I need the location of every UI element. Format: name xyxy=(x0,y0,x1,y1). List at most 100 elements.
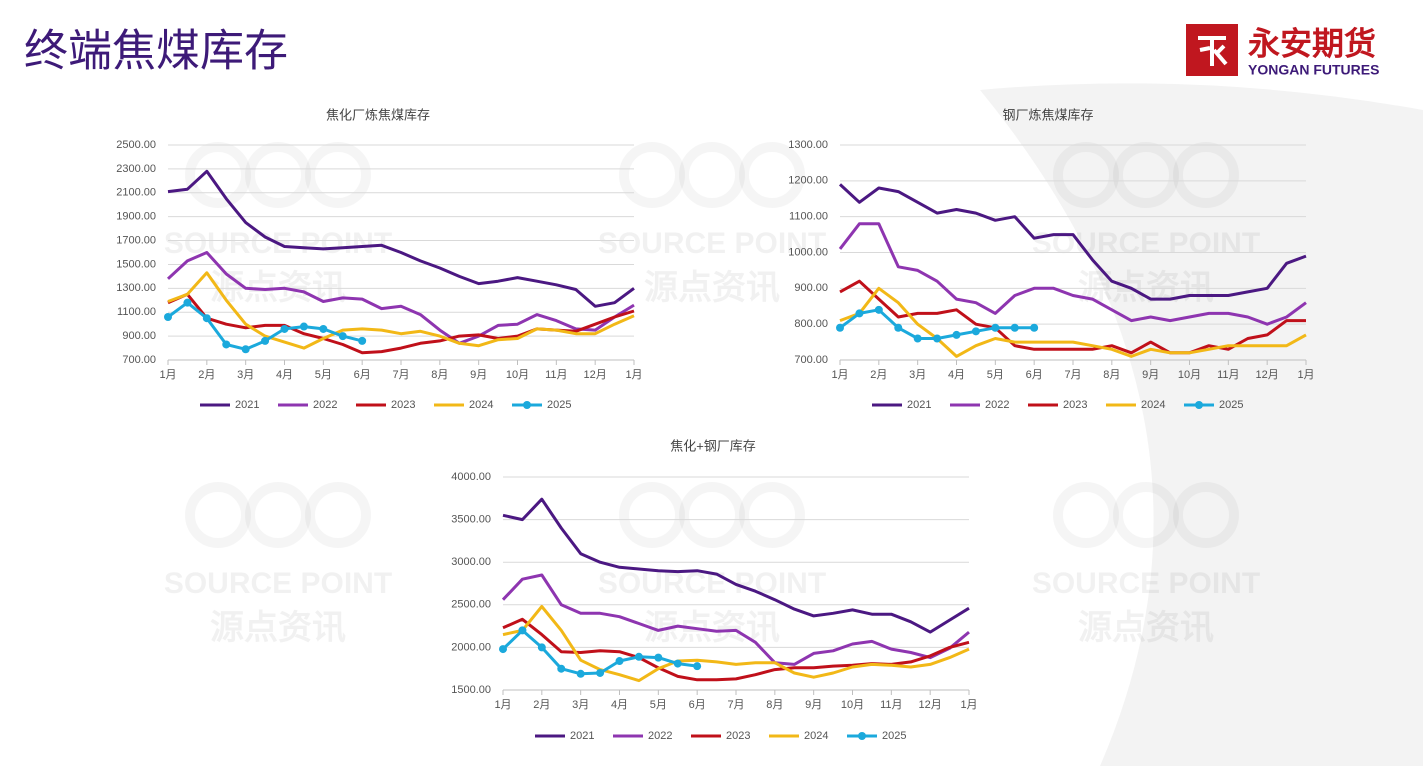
watermark-text: SOURCE POINT xyxy=(598,227,826,260)
watermark-ring xyxy=(679,482,745,548)
series-marker xyxy=(913,334,922,343)
y-tick-label: 2000.00 xyxy=(451,641,491,653)
series-marker xyxy=(1030,323,1039,332)
series-marker xyxy=(576,669,585,678)
series-line xyxy=(502,497,970,634)
series-marker xyxy=(537,643,546,652)
chart-title: 焦化+钢厂库存 xyxy=(670,438,756,453)
series-marker xyxy=(933,334,942,343)
watermark-ring xyxy=(245,482,311,548)
x-tick-label: 11月 xyxy=(1217,369,1239,381)
series-marker xyxy=(164,313,172,321)
y-tick-label: 3500.00 xyxy=(451,514,491,526)
y-tick-label: 3000.00 xyxy=(451,556,491,568)
legend-label: 2024 xyxy=(1141,399,1165,411)
series-marker xyxy=(202,314,211,323)
series-marker xyxy=(499,645,507,654)
legend-label: 2021 xyxy=(235,399,259,411)
watermark-ring xyxy=(1113,482,1179,548)
x-tick-label: 6月 xyxy=(689,699,706,711)
y-tick-label: 1100.00 xyxy=(117,306,156,318)
series-line xyxy=(167,169,635,308)
watermark-ring xyxy=(739,142,805,208)
y-tick-label: 700.00 xyxy=(794,354,828,366)
legend-marker xyxy=(1195,401,1203,409)
series-line xyxy=(839,286,1307,358)
legend-label: 2023 xyxy=(391,399,415,411)
series-marker xyxy=(183,298,192,307)
watermark-ring xyxy=(245,142,311,208)
x-tick-label: 5月 xyxy=(987,369,1004,381)
watermark-text: 源点资讯 xyxy=(1078,609,1214,647)
watermark-text: SOURCE POINT xyxy=(1032,567,1260,600)
watermark-ring xyxy=(619,482,685,548)
x-tick-label: 4月 xyxy=(611,699,628,711)
y-tick-label: 2300.00 xyxy=(116,163,156,175)
watermark-ring xyxy=(1113,142,1179,208)
series-marker xyxy=(952,330,961,339)
watermark-ring xyxy=(1173,142,1239,208)
y-tick-label: 1100.00 xyxy=(789,211,828,223)
x-tick-label: 2月 xyxy=(198,369,215,381)
y-tick-label: 900.00 xyxy=(122,330,156,342)
x-tick-label: 3月 xyxy=(909,369,926,381)
legend-label: 2022 xyxy=(313,399,337,411)
y-tick-label: 900.00 xyxy=(794,282,828,294)
y-tick-label: 800.00 xyxy=(794,318,828,330)
chart-title: 焦化厂炼焦煤库存 xyxy=(326,107,430,122)
x-tick-label: 1月 xyxy=(494,699,511,711)
y-tick-label: 1900.00 xyxy=(116,211,156,223)
x-tick-label: 6月 xyxy=(1026,369,1043,381)
series-marker xyxy=(894,323,903,332)
watermark-ring xyxy=(1053,142,1119,208)
watermark-ring xyxy=(305,142,371,208)
series-marker xyxy=(319,324,328,333)
legend-label: 2025 xyxy=(882,730,906,742)
series-marker xyxy=(261,336,270,345)
x-tick-label: 9月 xyxy=(470,369,487,381)
series-marker xyxy=(596,668,605,677)
series-marker xyxy=(991,323,1000,332)
watermark-ring xyxy=(185,482,251,548)
legend-label: 2025 xyxy=(1219,399,1243,411)
x-tick-label: 8月 xyxy=(766,699,783,711)
series-marker xyxy=(836,323,844,332)
y-tick-label: 700.00 xyxy=(122,354,156,366)
series-line xyxy=(839,279,1306,355)
series-marker xyxy=(518,626,527,635)
x-tick-label: 8月 xyxy=(431,369,448,381)
x-tick-label: 10月 xyxy=(841,699,864,711)
series-marker xyxy=(222,340,231,349)
watermark-text: 源点资讯 xyxy=(210,609,346,647)
watermark-text: SOURCE POINT xyxy=(164,567,392,600)
y-tick-label: 1500.00 xyxy=(116,258,156,270)
series-marker xyxy=(874,305,883,314)
logo-cn: 永安期货 xyxy=(1248,25,1376,61)
y-tick-label: 1000.00 xyxy=(788,246,828,258)
y-tick-label: 2500.00 xyxy=(451,599,491,611)
y-tick-label: 1200.00 xyxy=(788,175,828,187)
watermark-text: SOURCE POINT xyxy=(1032,227,1260,260)
y-tick-label: 1500.00 xyxy=(451,684,491,696)
series-line xyxy=(166,251,635,345)
background-swoosh xyxy=(980,83,1423,766)
series-marker xyxy=(1010,323,1019,332)
y-tick-label: 1300.00 xyxy=(116,282,156,294)
x-tick-label: 12月 xyxy=(1256,369,1279,381)
x-tick-label: 11月 xyxy=(545,369,567,381)
legend-label: 2024 xyxy=(804,730,828,742)
series-line xyxy=(501,573,970,666)
watermark-ring xyxy=(1173,482,1239,548)
series-marker xyxy=(971,327,980,336)
logo-glyph xyxy=(1198,36,1228,66)
series-marker xyxy=(338,332,347,341)
x-tick-label: 3月 xyxy=(237,369,254,381)
x-tick-label: 10月 xyxy=(506,369,529,381)
series-marker xyxy=(358,336,367,345)
x-tick-label: 11月 xyxy=(880,699,902,711)
x-tick-label: 1月 xyxy=(831,369,848,381)
y-tick-label: 1300.00 xyxy=(788,139,828,151)
watermarks: SOURCE POINT 源点资讯 SOURCE POINT 源点资讯 SOURCE P… xyxy=(164,142,1260,647)
series-line xyxy=(502,605,970,683)
